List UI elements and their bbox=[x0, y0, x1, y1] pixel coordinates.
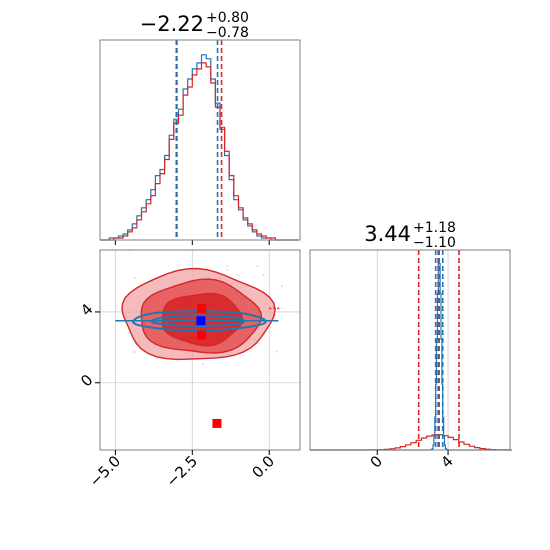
scatter-frame bbox=[99, 249, 301, 451]
scatter-point bbox=[133, 351, 136, 353]
histogram-title-param1-lower: −0.78 bbox=[206, 25, 249, 41]
histogram-steps-param2 bbox=[310, 263, 512, 451]
x-tick-label: 0 bbox=[367, 452, 386, 471]
scatter-point bbox=[236, 274, 239, 276]
scatter-y-axis: 04 bbox=[77, 300, 100, 390]
histogram-quantile-lines-param2 bbox=[417, 250, 460, 450]
histogram-series-red bbox=[100, 62, 299, 241]
marker-red bbox=[197, 303, 207, 313]
marker-points bbox=[196, 303, 222, 428]
scatter-point bbox=[256, 265, 259, 268]
marker-red bbox=[197, 330, 207, 340]
histogram-title-param2-lower: −1.10 bbox=[413, 235, 456, 251]
y-tick-label: 0 bbox=[77, 371, 96, 390]
marker-red bbox=[212, 418, 222, 428]
scatter-point bbox=[280, 285, 283, 288]
scatter-point bbox=[329, 307, 331, 309]
x-tick-label: 4 bbox=[437, 452, 456, 471]
scatter-x-axis: −5.0 −2.5 0.0 bbox=[86, 450, 278, 491]
marker-blue bbox=[196, 316, 206, 326]
histogram-series-blue bbox=[100, 54, 299, 241]
scatter-point bbox=[133, 277, 136, 279]
histogram-grid-param2 bbox=[376, 250, 449, 450]
histogram-series-red bbox=[310, 434, 512, 451]
scatter-point bbox=[202, 363, 205, 366]
y-tick-label: 4 bbox=[77, 300, 96, 319]
scatter-point bbox=[257, 342, 260, 345]
histogram-title-param1-value: −2.22 bbox=[140, 12, 204, 36]
histogram-series-blue bbox=[310, 263, 511, 451]
scatter-point bbox=[275, 350, 278, 353]
scatter-point bbox=[225, 264, 228, 267]
scatter-point bbox=[226, 269, 229, 272]
scatter-point bbox=[262, 273, 265, 276]
histogram-steps-param1 bbox=[100, 54, 299, 241]
scatter-point bbox=[180, 240, 182, 242]
histogram-title-param2-upper: +1.18 bbox=[413, 220, 456, 236]
scatter-panel-param1-param2: −5.0 −2.5 0.0 04 bbox=[77, 240, 331, 491]
histogram-quantile-lines-param1 bbox=[114, 40, 270, 245]
histogram-frame-param1 bbox=[99, 39, 301, 241]
x-tick-label: 0.0 bbox=[248, 452, 278, 482]
histogram-frame-param2 bbox=[309, 249, 511, 451]
x-tick-label: −2.5 bbox=[163, 452, 201, 490]
histogram-panel-param1: −2.22 +0.80 −0.78 bbox=[99, 10, 301, 245]
contour-levels bbox=[115, 267, 282, 361]
x-tick-label: −5.0 bbox=[86, 452, 124, 490]
histogram-title-param1-upper: +0.80 bbox=[206, 10, 249, 26]
histogram-title-param2-value: 3.44 bbox=[364, 222, 411, 246]
